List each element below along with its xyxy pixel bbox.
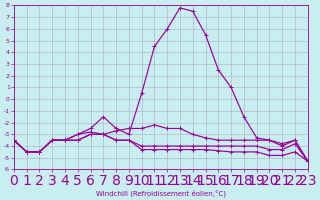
X-axis label: Windchill (Refroidissement éolien,°C): Windchill (Refroidissement éolien,°C) <box>96 189 226 197</box>
